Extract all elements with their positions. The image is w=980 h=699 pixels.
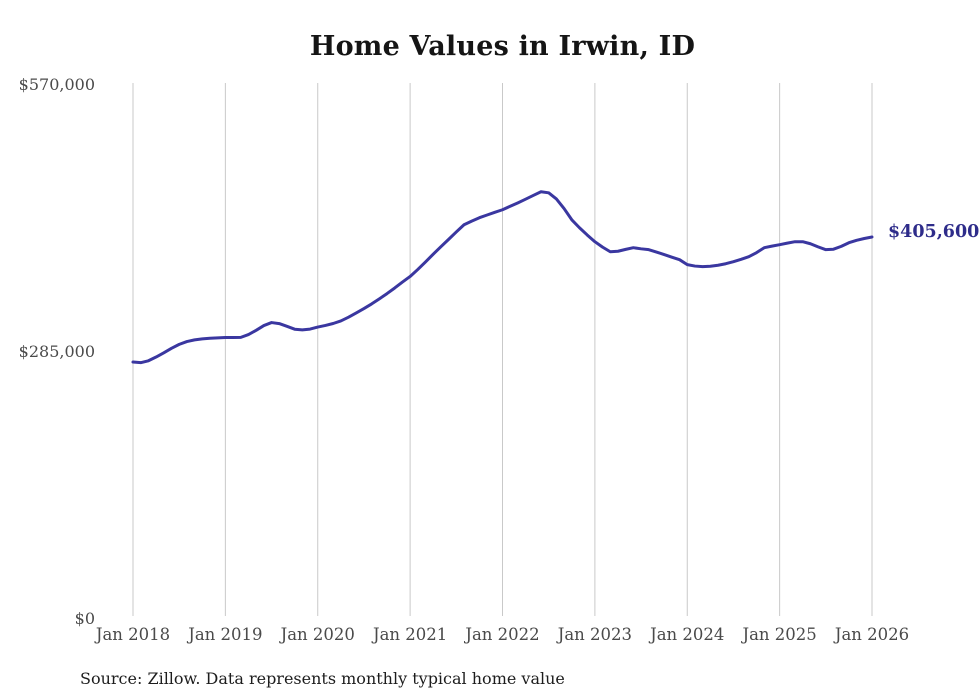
x-axis-label: Jan 2025	[742, 625, 817, 644]
latest-value-label: $405,600	[888, 222, 980, 242]
chart-title: Home Values in Irwin, ID	[309, 31, 696, 62]
value-line	[131, 190, 874, 365]
y-axis-label: $285,000	[18, 342, 95, 361]
x-axis-label: Jan 2022	[465, 625, 540, 644]
y-axis-label: $570,000	[18, 75, 95, 94]
x-axis-label: Jan 2021	[372, 625, 448, 644]
y-axis-label: $0	[74, 609, 95, 628]
x-axis-label: Jan 2018	[95, 625, 171, 644]
x-axis-label: Jan 2020	[280, 625, 355, 644]
source-note: Source: Zillow. Data represents monthly …	[80, 669, 565, 688]
x-axis-label: Jan 2024	[650, 625, 725, 644]
x-axis-label: Jan 2023	[557, 625, 633, 644]
x-axis-label: Jan 2019	[188, 625, 263, 644]
x-axis-label: Jan 2026	[834, 625, 910, 644]
